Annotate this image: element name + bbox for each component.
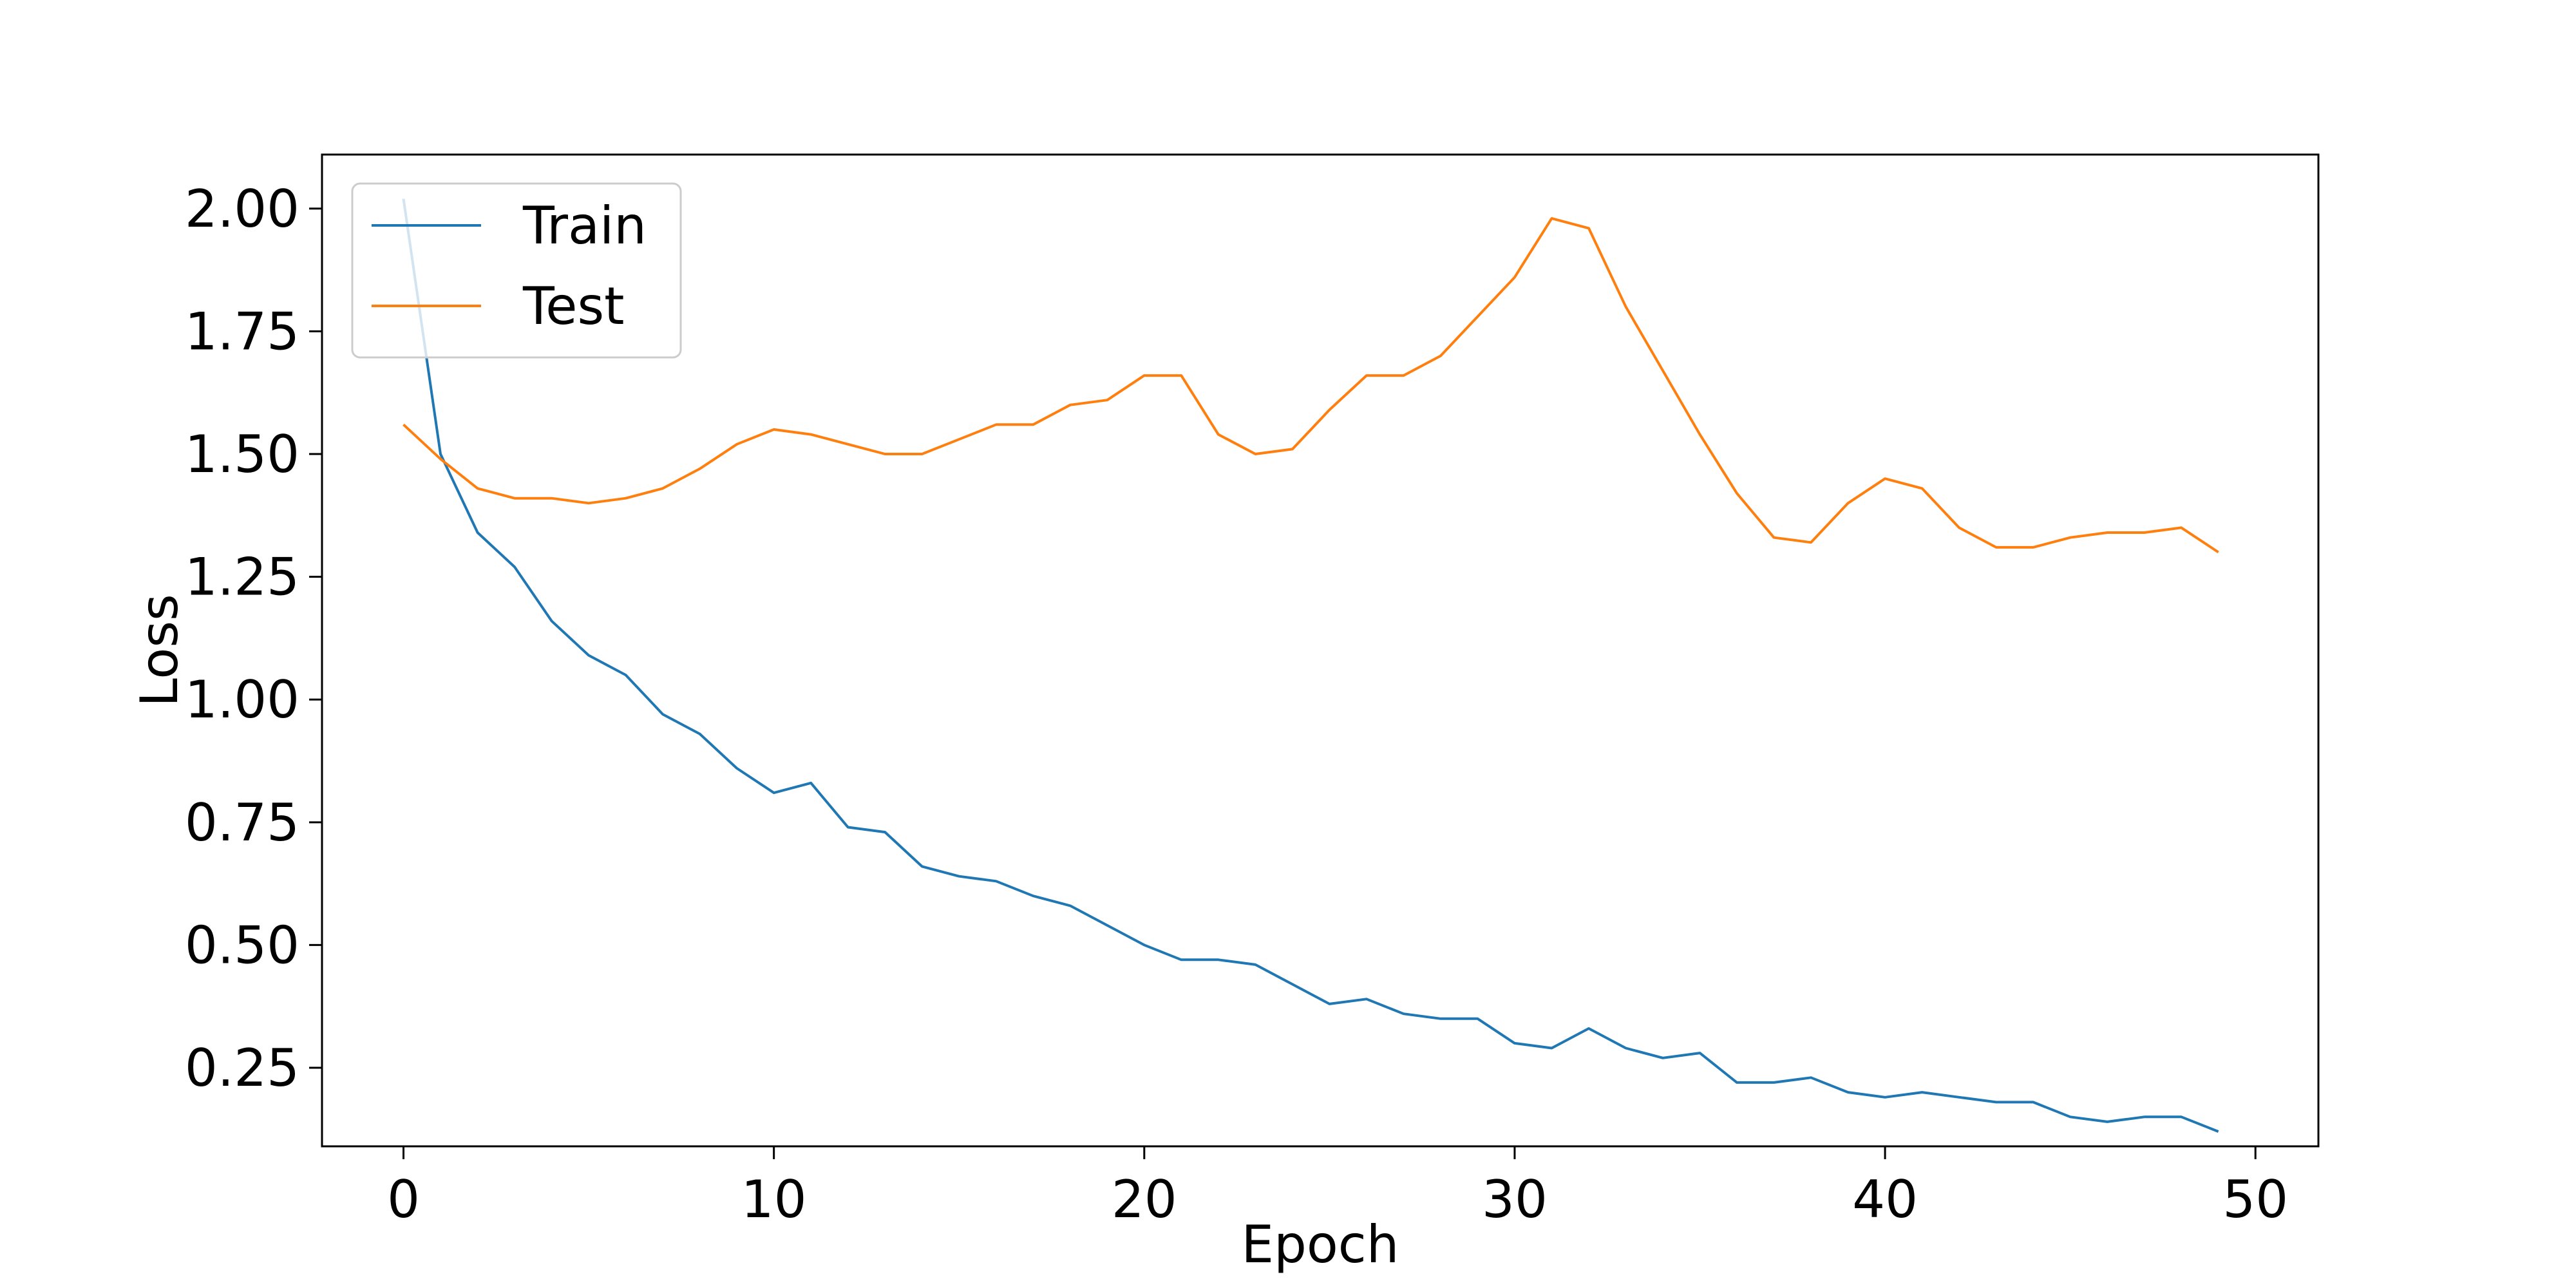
y-axis: 0.25 0.50 0.75 1.00 1.25 1.50 1.75 2.00 bbox=[185, 179, 322, 1098]
x-tick-label: 50 bbox=[2222, 1170, 2288, 1229]
x-tick-label: 10 bbox=[741, 1170, 807, 1229]
series-layer bbox=[402, 198, 2219, 1133]
y-tick-label: 1.00 bbox=[185, 670, 299, 730]
x-tick-label: 0 bbox=[387, 1170, 420, 1229]
x-tick-label: 30 bbox=[1482, 1170, 1548, 1229]
y-tick-label: 0.50 bbox=[185, 915, 299, 975]
legend-label-train: Train bbox=[522, 196, 647, 256]
x-tick-label: 20 bbox=[1112, 1170, 1177, 1229]
y-tick-label: 1.50 bbox=[185, 424, 299, 484]
y-tick-label: 0.25 bbox=[185, 1038, 299, 1098]
y-tick-label: 1.25 bbox=[185, 547, 299, 607]
series-line-test bbox=[402, 217, 2219, 554]
legend: Train Test bbox=[351, 182, 682, 359]
x-axis-label: Epoch bbox=[1242, 1215, 1399, 1274]
plot-frame bbox=[321, 153, 2320, 1148]
y-tick-label: 1.75 bbox=[185, 301, 299, 361]
x-tick-label: 40 bbox=[1852, 1170, 1918, 1229]
x-axis: 0 10 20 30 40 50 bbox=[387, 1146, 2288, 1229]
legend-label-test: Test bbox=[522, 276, 625, 336]
legend-box bbox=[351, 182, 682, 359]
y-axis-label: Loss bbox=[129, 594, 189, 706]
y-tick-label: 0.75 bbox=[185, 793, 299, 853]
series-line-train bbox=[402, 198, 2219, 1133]
y-tick-label: 2.00 bbox=[185, 179, 299, 239]
